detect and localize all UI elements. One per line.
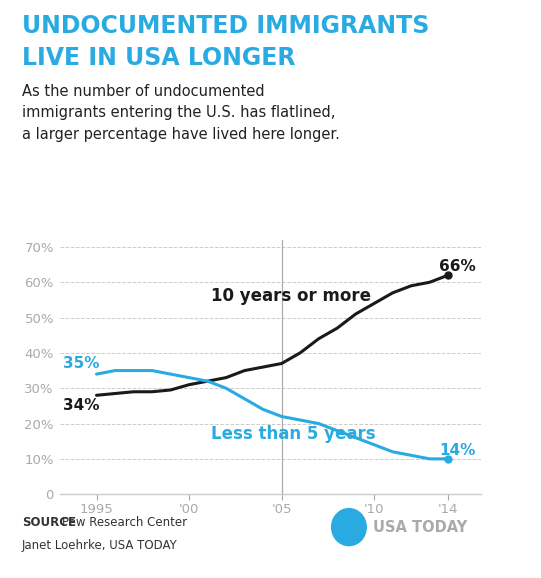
- Text: 35%: 35%: [63, 356, 100, 371]
- Text: As the number of undocumented
immigrants entering the U.S. has flatlined,
a larg: As the number of undocumented immigrants…: [22, 84, 340, 142]
- Text: 34%: 34%: [63, 398, 100, 413]
- Text: Pew Research Center: Pew Research Center: [62, 516, 187, 528]
- Text: UNDOCUMENTED IMMIGRANTS: UNDOCUMENTED IMMIGRANTS: [22, 14, 429, 39]
- Text: 10 years or more: 10 years or more: [212, 287, 371, 305]
- Text: Less than 5 years: Less than 5 years: [212, 425, 376, 443]
- Text: USA TODAY: USA TODAY: [373, 520, 467, 535]
- Text: 14%: 14%: [440, 443, 476, 458]
- Text: SOURCE: SOURCE: [22, 516, 76, 528]
- Text: LIVE IN USA LONGER: LIVE IN USA LONGER: [22, 46, 295, 71]
- Text: 66%: 66%: [439, 259, 476, 274]
- Text: Janet Loehrke, USA TODAY: Janet Loehrke, USA TODAY: [22, 539, 177, 551]
